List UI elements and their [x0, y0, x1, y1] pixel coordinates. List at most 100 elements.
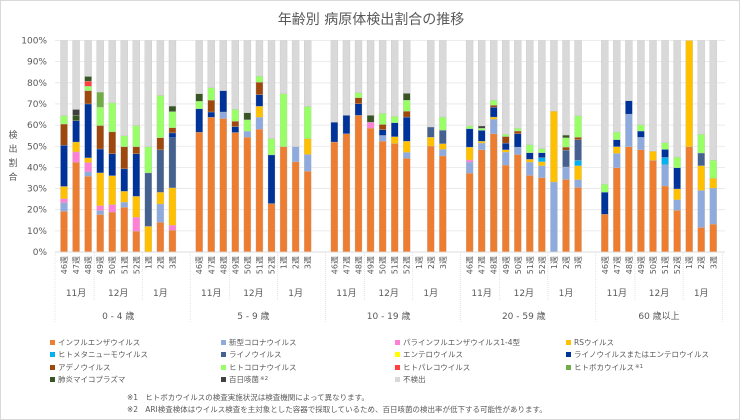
x-tick-label-week: 50週 [649, 256, 658, 274]
bar-segment [502, 164, 510, 253]
y-axis-label-char: 出 [8, 145, 18, 155]
y-tick-label: 40% [27, 163, 47, 173]
x-tick-label-week: 52週 [673, 256, 682, 274]
x-tick-label-week: 2週 [427, 256, 436, 269]
bar-segment [231, 121, 240, 127]
bar-segment [132, 125, 140, 147]
bar-segment [303, 154, 312, 172]
bar-segment [439, 130, 447, 144]
bar-segment [685, 146, 693, 253]
bar-segment [574, 115, 582, 138]
bar-segment [132, 196, 140, 218]
legend-label: エンテロウイルス [403, 350, 463, 360]
legend-swatch [221, 364, 226, 370]
bar-segment [601, 214, 609, 253]
bar-segment [403, 152, 411, 159]
bar-segment [637, 137, 645, 150]
bar-segment [613, 146, 621, 154]
bar-segment [243, 40, 252, 113]
bar-segment [526, 161, 534, 176]
bar-segment [96, 172, 104, 206]
legend-swatch [50, 352, 55, 358]
bar-segment [490, 106, 498, 118]
bar-segment [231, 109, 240, 122]
bar-segment [96, 40, 104, 93]
x-tick-label-week: 47週 [342, 256, 351, 274]
bar-segment [625, 113, 633, 147]
bar-segment [477, 149, 486, 253]
bar-segment [465, 159, 474, 163]
bar-segment [108, 40, 116, 104]
bar-segment [60, 115, 68, 125]
bar-segment [661, 142, 669, 150]
x-month-label: 12月 [514, 288, 534, 299]
bar-segment [709, 187, 717, 225]
bar-segment [255, 40, 264, 77]
bar-segment [303, 40, 312, 107]
legend-swatch [395, 364, 400, 370]
bar-segment [366, 121, 375, 129]
legend-label: 百日咳菌 [229, 374, 259, 384]
bar-segment [562, 179, 570, 253]
legend-item: ヒトメタニューモウイルス [50, 349, 148, 360]
x-tick-label-week: 47週 [72, 256, 81, 274]
bar-segment [303, 106, 312, 139]
bar-segment [403, 116, 411, 142]
bar-segment [477, 125, 486, 129]
bar-segment [195, 132, 203, 253]
bar-segment [613, 40, 621, 133]
bar-segment [60, 198, 68, 203]
bar-segment [562, 166, 570, 180]
bar-segment [132, 146, 140, 155]
bar-segment [526, 175, 534, 253]
y-axis-label-char: 検 [8, 131, 18, 141]
bar-segment [207, 99, 215, 113]
bar-segment [514, 130, 522, 134]
x-tick-label-week: 48週 [355, 256, 364, 274]
bar-segment [625, 100, 633, 115]
bar-segment [673, 199, 681, 211]
bar-segment [255, 82, 264, 95]
bar-segment [156, 222, 165, 253]
bar-segment [207, 87, 215, 101]
bar-segment [649, 160, 657, 253]
bar-segment [156, 95, 165, 138]
bar-segment [144, 146, 153, 174]
bar-segment [156, 192, 165, 205]
legend-label: ライノウイルス [229, 350, 282, 360]
x-month-label: 12月 [108, 288, 128, 299]
bar-segment [465, 172, 474, 253]
x-tick-label-week: 52週 [132, 256, 141, 274]
bar-segment [574, 179, 582, 188]
bar-segment [231, 126, 240, 133]
bar-segment [439, 155, 447, 253]
y-axis-label-char: 割 [8, 159, 18, 169]
bar-segment [96, 106, 104, 126]
bar-segment [60, 123, 68, 146]
bar-segment [108, 131, 116, 155]
bar-segment [132, 40, 140, 126]
bar-segment [574, 40, 582, 116]
legend-item: ヒトコロナウイルス [221, 362, 297, 373]
bar-segment [477, 40, 486, 127]
x-tick-label-week: 46週 [466, 256, 475, 274]
bar-segment [354, 40, 363, 93]
bar-segment [96, 125, 104, 150]
x-month-label: 11月 [607, 288, 627, 299]
bar-segment [673, 167, 681, 190]
bar-segment [267, 40, 276, 139]
footnote-2-mark: ※2 [127, 405, 139, 414]
bar-segment [168, 225, 177, 231]
bar-segment [84, 103, 92, 159]
legend-label: アデノウイルス [58, 362, 111, 372]
bar-segment [625, 146, 633, 253]
bar-segment [562, 146, 570, 151]
bar-segment [574, 139, 582, 161]
legend-swatch [221, 352, 226, 358]
bar-segment [144, 226, 153, 253]
bar-segment [514, 154, 522, 253]
legend-item: RSウイルス [566, 337, 614, 348]
bar-segment [378, 124, 387, 130]
bar-segment [84, 162, 92, 172]
x-tick-label-week: 2週 [156, 256, 165, 269]
